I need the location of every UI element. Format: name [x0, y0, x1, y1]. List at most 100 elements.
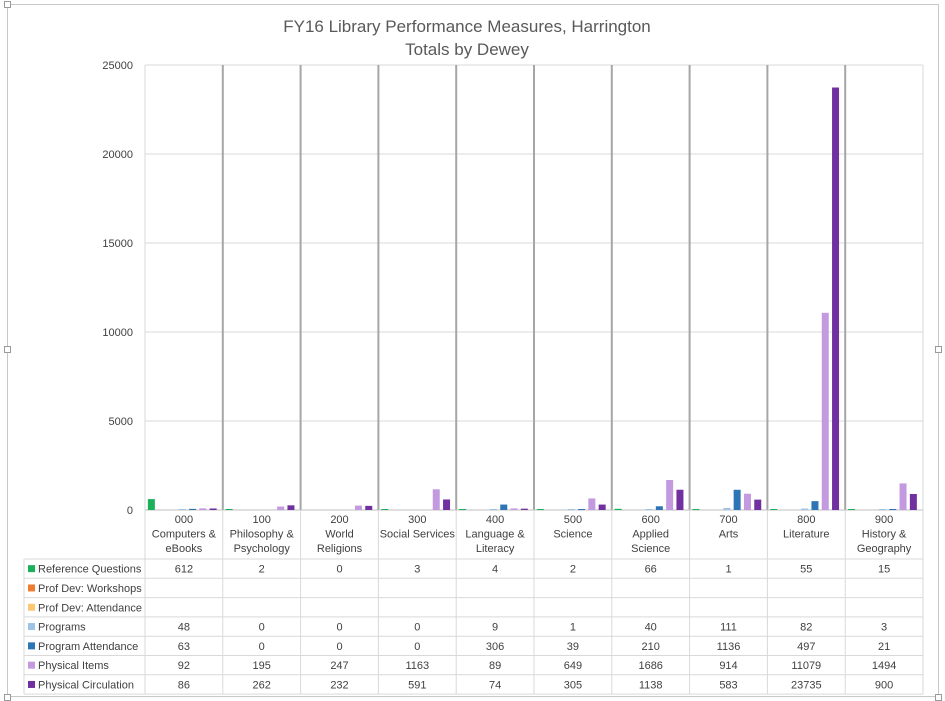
bars[interactable] [147, 87, 917, 510]
bar[interactable] [510, 508, 518, 510]
legend-key [28, 680, 35, 688]
bar[interactable] [733, 489, 741, 510]
table-cell-value: 4 [492, 564, 498, 576]
resize-handle-right[interactable] [935, 346, 942, 353]
bar[interactable] [655, 506, 663, 510]
bar[interactable] [147, 499, 155, 510]
category-label: Literature [783, 529, 829, 541]
bar[interactable] [909, 493, 917, 510]
bar[interactable] [811, 501, 819, 510]
category-label: 200 [330, 514, 348, 526]
table-cell-value: 1138 [639, 679, 663, 691]
bar[interactable] [277, 506, 285, 510]
bar[interactable] [209, 508, 217, 510]
bar[interactable] [459, 509, 467, 510]
table-cell-value: 40 [645, 622, 657, 634]
bar[interactable] [536, 509, 544, 510]
bar[interactable] [567, 509, 575, 510]
table-cell-value: 1163 [405, 660, 429, 672]
table-cell-value: 900 [875, 679, 893, 691]
category-label: 400 [486, 514, 504, 526]
bar[interactable] [692, 509, 700, 510]
bar[interactable] [821, 312, 829, 510]
bar[interactable] [832, 87, 840, 510]
table-cell-value: 48 [178, 622, 190, 634]
bar[interactable] [189, 508, 197, 510]
bar[interactable] [899, 483, 907, 510]
table-cell-value: 583 [719, 679, 737, 691]
gridlines [144, 64, 924, 511]
bar[interactable] [889, 509, 897, 510]
table-cell-value: 1494 [872, 660, 896, 672]
table-cell-value: 649 [564, 660, 582, 672]
category-label: Applied [632, 529, 669, 541]
bar[interactable] [287, 505, 295, 510]
bar[interactable] [365, 505, 373, 510]
bar[interactable] [723, 508, 731, 510]
bar[interactable] [666, 479, 674, 510]
category-label: 800 [797, 514, 815, 526]
legend-key [28, 603, 35, 611]
legend-key [28, 623, 35, 631]
legend-label: Prof Dev: Attendance [38, 602, 142, 614]
bar[interactable] [754, 499, 762, 510]
category-label: Philosophy & [230, 529, 295, 541]
table-cell-value: 39 [567, 641, 579, 653]
category-label: 100 [253, 514, 271, 526]
chart-title: FY16 Library Performance Measures, Harri… [283, 17, 651, 36]
category-label: Social Services [380, 529, 456, 541]
category-label: Science [631, 543, 670, 555]
table-cell-value: 74 [489, 679, 501, 691]
table-cell-value: 111 [720, 622, 737, 634]
table-cell-value: 82 [800, 622, 812, 634]
bar[interactable] [614, 508, 622, 510]
bar[interactable] [199, 508, 207, 510]
bar[interactable] [381, 509, 389, 510]
table-cell-value: 0 [336, 564, 342, 576]
bar[interactable] [520, 508, 528, 510]
table-cell-value: 247 [330, 660, 348, 672]
table-cell-value: 232 [330, 679, 348, 691]
category-label: Literacy [476, 543, 515, 555]
table-cell-value: 2 [259, 564, 265, 576]
table-cell-value: 0 [259, 622, 265, 634]
legend-label: Reference Questions [38, 564, 142, 576]
table-cell-value: 9 [492, 622, 498, 634]
resize-handle-top-left[interactable] [4, 1, 11, 8]
bar[interactable] [178, 509, 186, 510]
category-label: Psychology [234, 543, 291, 555]
y-axis: 0 5000 10000 15000 20000 25000 [102, 60, 133, 517]
legend-label: Program Attendance [38, 641, 138, 653]
category-label: Arts [719, 529, 739, 541]
bar[interactable] [598, 504, 606, 510]
resize-handle-left[interactable] [4, 346, 11, 353]
table-cell-value: 497 [797, 641, 815, 653]
bar[interactable] [432, 489, 440, 510]
table-cell-value: 2 [570, 564, 576, 576]
legend-label: Physical Items [38, 660, 109, 672]
bar[interactable] [489, 509, 497, 510]
bar[interactable] [645, 509, 653, 510]
table-cell-value: 0 [414, 641, 420, 653]
bar[interactable] [588, 498, 596, 510]
bar[interactable] [225, 509, 233, 510]
bar[interactable] [500, 504, 508, 510]
bar[interactable] [676, 489, 684, 510]
bar[interactable] [848, 509, 856, 510]
bar[interactable] [354, 505, 362, 510]
bar[interactable] [770, 509, 778, 510]
category-label: History & [862, 529, 907, 541]
category-label: 500 [564, 514, 582, 526]
bar[interactable] [443, 499, 451, 510]
bar[interactable] [878, 509, 886, 510]
category-label: eBooks [166, 543, 203, 555]
category-label: Science [553, 529, 592, 541]
table-cell-value: 1686 [638, 660, 662, 672]
bar[interactable] [578, 509, 586, 510]
table-cell-value: 0 [336, 622, 342, 634]
bar[interactable] [801, 508, 809, 510]
bar[interactable] [743, 493, 751, 510]
table-cell-value: 306 [486, 641, 504, 653]
